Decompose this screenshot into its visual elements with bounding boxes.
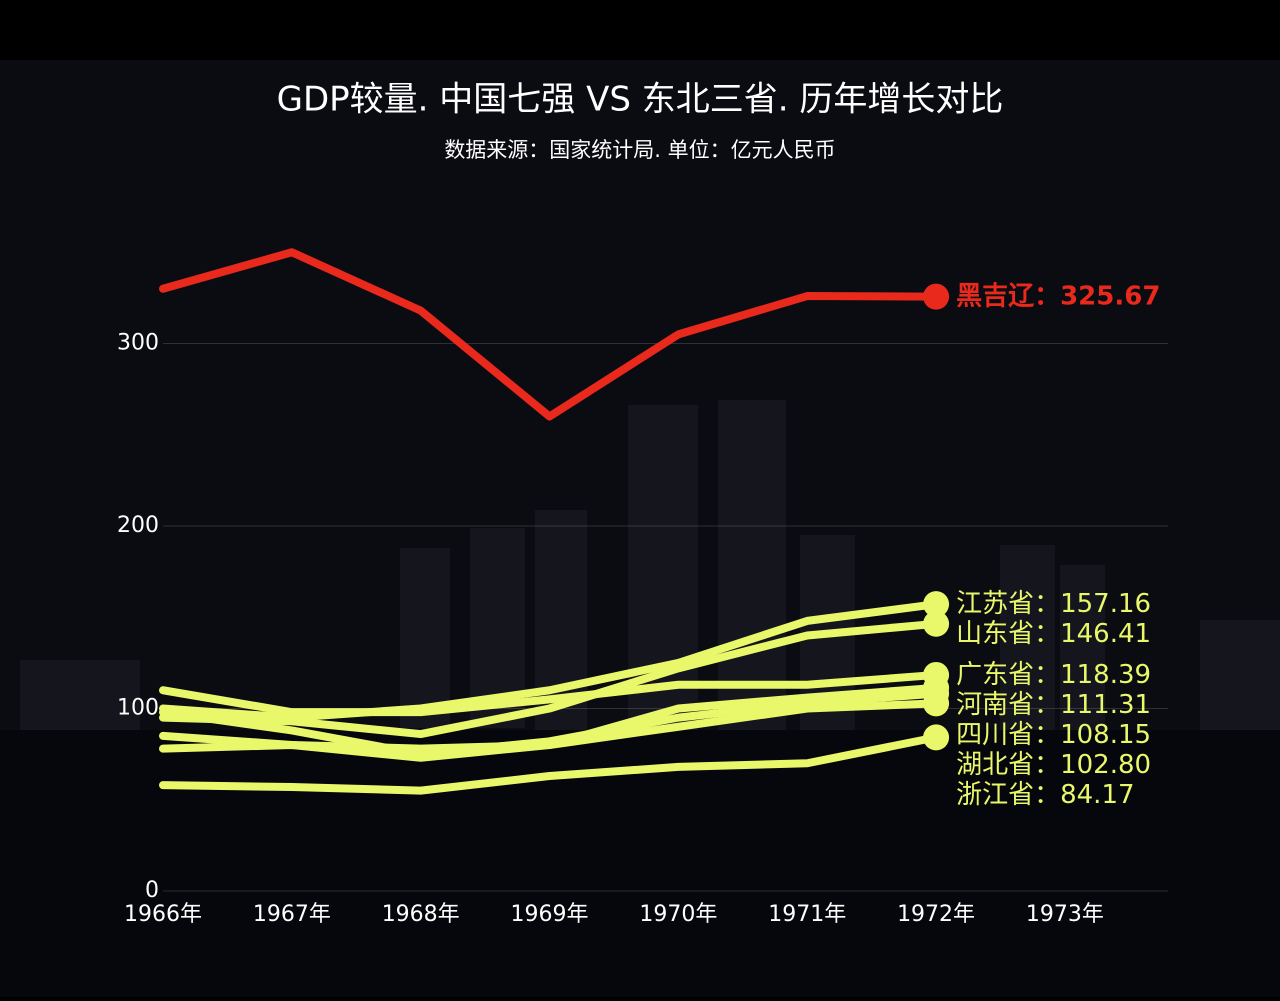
end-label: 河南省：111.31 <box>956 689 1151 719</box>
y-tick-label: 100 <box>117 696 159 721</box>
label-separator: ： <box>1034 659 1060 689</box>
series-name: 广东省 <box>956 659 1034 689</box>
label-separator: ： <box>1034 589 1060 619</box>
end-label: 黑吉辽：325.67 <box>956 281 1160 311</box>
end-label: 湖北省：102.80 <box>956 749 1151 779</box>
end-label: 四川省：108.15 <box>956 719 1151 749</box>
series-name: 黑吉辽 <box>956 281 1034 311</box>
value-label: 118.39 <box>1060 659 1151 689</box>
value-label: 108.15 <box>1060 719 1151 749</box>
series-name: 河南省 <box>956 689 1034 719</box>
value-label: 102.80 <box>1060 749 1151 779</box>
x-tick-label: 1970年 <box>639 902 717 927</box>
series-name: 山东省 <box>956 619 1034 649</box>
chart-subtitle: 数据来源：国家统计局. 单位：亿元人民币 <box>444 138 835 162</box>
series-name: 江苏省 <box>956 589 1034 619</box>
value-label: 146.41 <box>1060 619 1151 649</box>
end-label: 浙江省：84.17 <box>956 779 1134 809</box>
x-tick-label: 1968年 <box>382 902 460 927</box>
end-dot <box>923 611 949 637</box>
x-tick-label: 1967年 <box>253 902 331 927</box>
x-tick-label: 1971年 <box>768 902 846 927</box>
x-tick-label: 1966年 <box>124 902 202 927</box>
x-tick-label: 1973年 <box>1026 902 1104 927</box>
series-name: 四川省 <box>956 719 1034 749</box>
label-separator: ： <box>1034 281 1060 311</box>
x-tick-label: 1969年 <box>511 902 589 927</box>
chart-title: GDP较量. 中国七强 VS 东北三省. 历年增长对比 <box>277 80 1004 120</box>
label-separator: ： <box>1034 619 1060 649</box>
value-label: 325.67 <box>1060 281 1160 311</box>
label-separator: ： <box>1034 749 1060 779</box>
series-name: 湖北省 <box>956 749 1034 779</box>
value-label: 84.17 <box>1060 779 1134 809</box>
label-separator: ： <box>1034 689 1060 719</box>
top-bar <box>0 0 1280 60</box>
end-label: 山东省：146.41 <box>956 619 1151 649</box>
series-name: 浙江省 <box>956 779 1034 809</box>
y-tick-label: 200 <box>117 513 159 538</box>
value-label: 111.31 <box>1060 689 1151 719</box>
label-separator: ： <box>1034 779 1060 809</box>
y-tick-label: 300 <box>117 331 159 356</box>
y-tick-label: 0 <box>145 878 159 903</box>
end-label: 江苏省：157.16 <box>956 589 1151 619</box>
end-dot <box>923 284 949 310</box>
end-dot <box>923 690 949 716</box>
end-dot <box>923 724 949 750</box>
value-label: 157.16 <box>1060 589 1151 619</box>
end-label: 广东省：118.39 <box>956 659 1151 689</box>
x-tick-label: 1972年 <box>897 902 975 927</box>
label-separator: ： <box>1034 719 1060 749</box>
